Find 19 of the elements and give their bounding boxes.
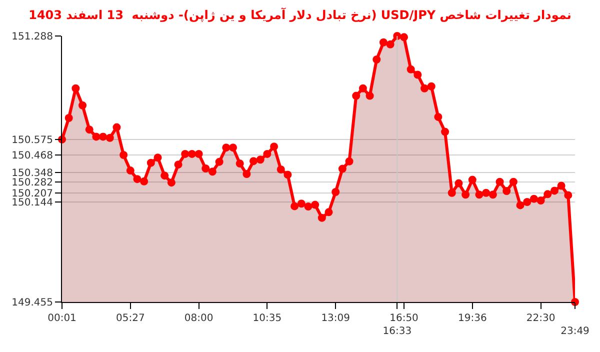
chart-title: نمودار تغییرات شاخص USD/JPY (نرخ تبادل دلار آمریکا و ین ژاپن)- دوشنبه 13 اسفند 1403	[28, 6, 572, 22]
y-tick-label: 151.288	[12, 32, 53, 42]
y-tick-label: 150.348	[12, 168, 53, 179]
x-tick-label: 16:33	[382, 326, 412, 337]
y-tick-label: 150.468	[12, 150, 53, 162]
x-tick-label: 10:35	[252, 313, 282, 324]
x-tick-label: 16:50	[390, 313, 418, 324]
x-tick-label: 00:01	[48, 313, 76, 324]
y-tick-label: 150.282	[12, 177, 53, 188]
x-tick-label: 08:00	[184, 313, 214, 324]
x-tick-label: 05:27	[116, 313, 145, 324]
y-tick-label: 150.575	[12, 134, 53, 146]
y-tick-label: 150.144	[12, 198, 53, 209]
y-tick-label: 149.455	[12, 298, 53, 308]
y-tick-label: 150.207	[12, 188, 53, 200]
x-tick-label: 19:36	[458, 313, 487, 324]
x-tick-label: 23:49	[560, 326, 590, 337]
x-tick-label: 22:30	[526, 313, 556, 324]
x-tick-label: 13:09	[321, 313, 350, 324]
